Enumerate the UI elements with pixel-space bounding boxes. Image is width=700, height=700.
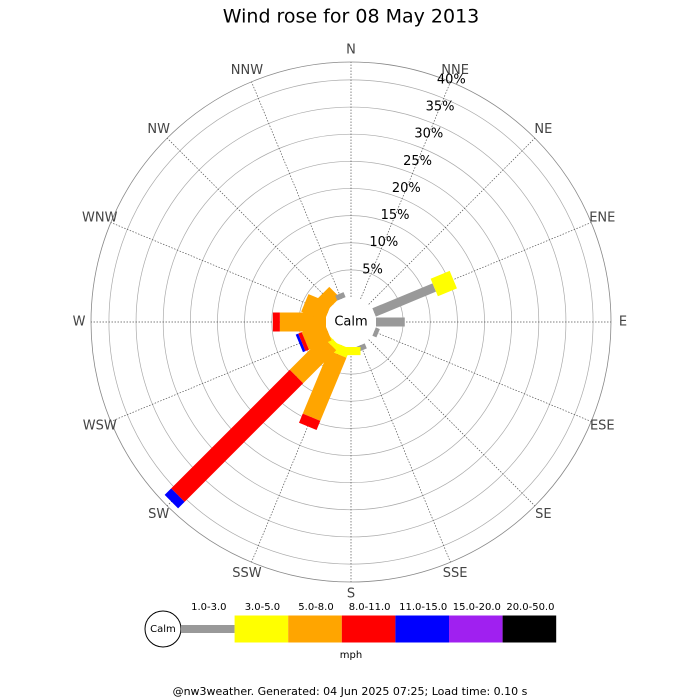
direction-label: SSE	[443, 566, 468, 581]
rose-segment	[295, 333, 306, 353]
direction-label: NE	[534, 122, 552, 137]
r-tick-label: 20%	[392, 181, 421, 196]
direction-label: WNW	[82, 210, 118, 225]
direction-label: S	[347, 587, 355, 602]
legend-label: 3.0-5.0	[245, 602, 280, 613]
direction-label: SW	[148, 507, 169, 522]
legend-swatch	[395, 615, 449, 643]
spoke	[166, 137, 334, 305]
direction-label: WSW	[83, 419, 117, 434]
calm-circle	[327, 298, 375, 346]
legend-label: 5.0-8.0	[298, 602, 333, 613]
spoke	[368, 137, 536, 305]
calm-label: Calm	[334, 315, 367, 330]
direction-label: SSW	[232, 566, 262, 581]
rose-segment	[279, 312, 326, 332]
spoke	[360, 81, 451, 300]
footer: @nw3weather. Generated: 04 Jun 2025 07:2…	[173, 685, 528, 698]
direction-label: SE	[535, 507, 551, 522]
spoke	[360, 344, 451, 563]
legend-label: 1.0-3.0	[191, 602, 226, 613]
rose-segment	[430, 270, 457, 297]
r-tick-label: 10%	[369, 235, 398, 250]
legend-label: 11.0-15.0	[399, 602, 447, 613]
direction-label: ESE	[590, 419, 615, 434]
rose-segment	[376, 317, 405, 327]
legend-calm-label: Calm	[150, 624, 176, 635]
legend-label: 8.0-11.0	[349, 602, 391, 613]
rose-segment	[164, 488, 185, 509]
spoke	[110, 222, 329, 313]
spoke	[368, 339, 536, 507]
legend-title: mph	[340, 650, 362, 661]
rose-segment	[335, 292, 346, 301]
rose-segment	[272, 312, 280, 332]
r-tick-label: 35%	[426, 100, 455, 115]
direction-label: NNE	[441, 63, 469, 78]
rose-segment	[372, 327, 380, 338]
direction-label: NW	[147, 122, 170, 137]
r-tick-label: 15%	[381, 208, 410, 223]
legend-swatch	[181, 625, 235, 633]
chart-title: Wind rose for 08 May 2013	[223, 6, 480, 28]
legend-label: 15.0-20.0	[453, 602, 501, 613]
r-tick-label: 5%	[362, 262, 383, 277]
rose-segment	[302, 350, 347, 421]
spoke	[251, 81, 342, 300]
rose-segment	[171, 369, 304, 502]
legend-swatch	[449, 615, 503, 643]
legend-swatch	[341, 615, 396, 643]
direction-label: NNW	[231, 63, 263, 78]
direction-label: N	[346, 43, 356, 58]
legend-label: 20.0-50.0	[506, 602, 554, 613]
direction-label: ENE	[589, 210, 615, 225]
rose-segment	[289, 336, 337, 384]
r-tick-label: 40%	[437, 72, 466, 87]
legend-swatch	[234, 615, 289, 643]
direction-label: E	[619, 315, 627, 330]
direction-label: W	[73, 315, 86, 330]
rose-segment	[315, 286, 341, 312]
rose-segment	[299, 413, 321, 430]
spoke	[373, 331, 592, 422]
r-tick-label: 30%	[414, 127, 443, 142]
r-tick-label: 25%	[403, 154, 432, 169]
rose-segment	[372, 283, 436, 317]
rose-segment	[298, 332, 309, 352]
legend-swatch	[288, 615, 342, 643]
legend-swatch	[502, 615, 557, 643]
spoke	[110, 331, 329, 422]
